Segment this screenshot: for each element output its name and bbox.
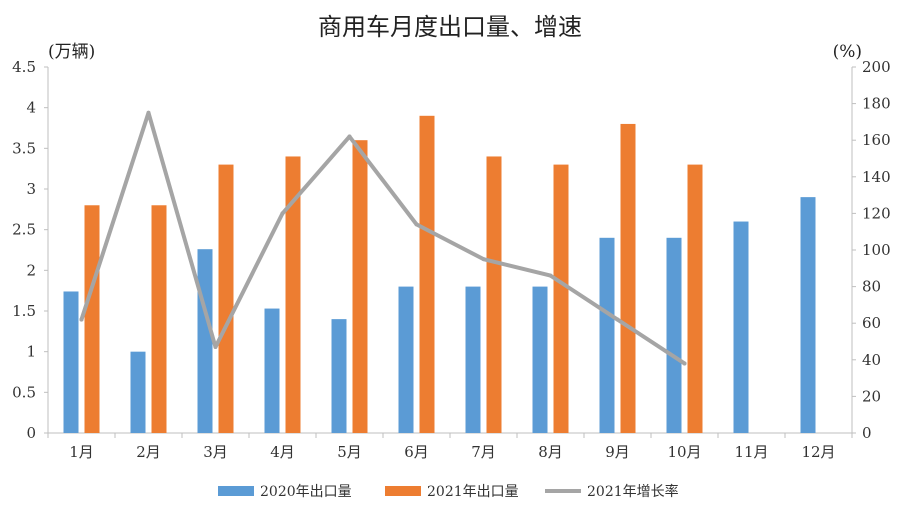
bar-2021 — [553, 164, 569, 433]
right-tick-label: 120 — [862, 204, 891, 222]
bar-2020 — [130, 351, 146, 433]
right-tick-label: 180 — [862, 95, 891, 113]
right-tick-label: 0 — [862, 424, 872, 442]
left-tick-label: 4 — [26, 99, 36, 117]
x-tick-label: 9月 — [605, 443, 630, 461]
chart-title: 商用车月度出口量、增速 — [318, 13, 582, 41]
legend-label: 2021年增长率 — [587, 483, 679, 500]
right-tick-label: 140 — [862, 168, 891, 186]
x-tick-label: 12月 — [801, 443, 835, 461]
growth-rate-point — [414, 222, 419, 227]
bar-2021 — [486, 156, 502, 433]
bar-2021 — [84, 205, 100, 433]
right-tick-label: 60 — [862, 314, 881, 332]
bar-2021 — [218, 164, 234, 433]
right-tick-label: 40 — [862, 351, 881, 369]
bar-2020 — [264, 308, 280, 433]
right-tick-label: 80 — [862, 278, 881, 296]
x-tick-label: 11月 — [734, 443, 768, 461]
x-tick-label: 6月 — [404, 443, 429, 461]
legend-swatch — [218, 486, 254, 496]
left-tick-label: 1 — [26, 343, 36, 361]
left-tick-label: 3.5 — [12, 139, 36, 157]
right-axis-unit: (%) — [833, 42, 862, 62]
legend-swatch — [385, 486, 421, 496]
growth-rate-line — [79, 110, 687, 366]
growth-rate-point — [280, 211, 285, 216]
bar-2020 — [331, 319, 347, 433]
bar-2020 — [599, 237, 615, 433]
left-axis-unit: (万辆) — [48, 42, 95, 62]
right-tick-label: 160 — [862, 131, 891, 149]
x-tick-label: 8月 — [538, 443, 563, 461]
growth-rate-point — [347, 134, 352, 139]
bar-2021 — [285, 156, 301, 433]
x-tick-label: 4月 — [270, 443, 295, 461]
growth-rate-point — [146, 110, 151, 115]
legend: 2020年出口量 2021年出口量 2021年增长率 — [218, 483, 679, 500]
growth-rate-point — [682, 361, 687, 366]
left-tick-label: 0.5 — [12, 383, 36, 401]
bar-2020 — [63, 291, 79, 433]
right-tick-label: 20 — [862, 387, 881, 405]
bar-2021 — [151, 205, 167, 433]
growth-rate-point — [615, 317, 620, 322]
growth-rate-point — [79, 317, 84, 322]
bar-2020 — [465, 286, 481, 433]
bar-2020 — [800, 197, 816, 433]
bar-2020 — [532, 286, 548, 433]
left-tick-label: 3 — [26, 180, 36, 198]
left-tick-label: 2.5 — [12, 221, 36, 239]
x-tick-label: 7月 — [471, 443, 496, 461]
right-tick-label: 200 — [862, 58, 891, 76]
x-tick-label: 10月 — [667, 443, 701, 461]
bar-2020 — [666, 237, 682, 433]
legend-label: 2021年出口量 — [427, 484, 519, 500]
right-tick-label: 100 — [862, 241, 891, 259]
bar-2021 — [620, 123, 636, 433]
growth-rate-point — [213, 344, 218, 349]
left-tick-label: 4.5 — [12, 58, 36, 76]
bar-2020 — [398, 286, 414, 433]
bar-2020 — [733, 221, 749, 433]
bar-2021 — [352, 140, 368, 433]
bar-2020 — [197, 249, 213, 433]
bar-2021 — [687, 164, 703, 433]
left-tick-label: 2 — [26, 261, 36, 279]
growth-rate-point — [548, 273, 553, 278]
left-tick-label: 1.5 — [12, 302, 36, 320]
x-tick-label: 3月 — [203, 443, 228, 461]
plot-area: 0 0.5 1 1.5 2 2.5 3 3.5 4 4.5 0 20 40 60 80 100 120 140 16… — [12, 58, 891, 461]
x-tick-label: 2月 — [136, 443, 161, 461]
bar-2021 — [419, 115, 435, 434]
growth-rate-point — [481, 257, 486, 262]
legend-label: 2020年出口量 — [260, 484, 352, 500]
x-tick-label: 5月 — [337, 443, 362, 461]
x-tick-label: 1月 — [69, 443, 94, 461]
left-tick-label: 0 — [26, 424, 36, 442]
